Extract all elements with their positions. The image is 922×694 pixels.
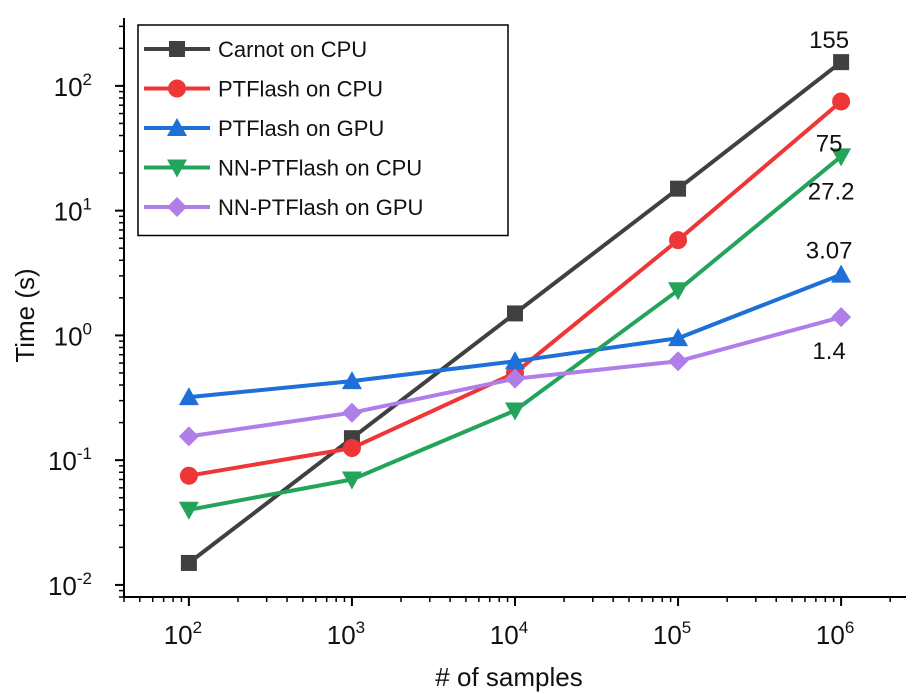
y-tick-label: 101 [54, 195, 92, 227]
data-point [831, 307, 852, 328]
data-point [180, 554, 197, 571]
legend-item: NN-PTFlash on GPU [144, 195, 423, 220]
y-axis-label: Time (s) [10, 268, 40, 362]
x-tick-label: 103 [327, 618, 365, 650]
y-tick-label: 100 [54, 319, 92, 351]
series-3 [178, 148, 852, 520]
data-point [179, 466, 198, 485]
series-4 [178, 307, 852, 447]
data-point [831, 264, 852, 283]
y-tick-label: 102 [54, 70, 92, 102]
data-point [178, 387, 199, 406]
data-point [831, 148, 852, 167]
legend-item: NN-PTFlash on CPU [144, 156, 422, 181]
x-tick-label: 106 [816, 618, 854, 650]
x-tick-label: 105 [653, 618, 691, 650]
series-2 [178, 264, 852, 406]
y-tick-label: 10-1 [48, 444, 92, 476]
x-tick-label: 102 [164, 618, 202, 650]
legend-marker [167, 197, 187, 217]
legend-item: PTFlash on GPU [144, 116, 384, 141]
series-0 [180, 54, 850, 571]
data-point [341, 371, 362, 390]
y-tick-label: 10-2 [48, 569, 92, 601]
data-point [507, 305, 523, 322]
legend-label: NN-PTFlash on GPU [218, 195, 423, 220]
legend-label: PTFlash on GPU [218, 116, 384, 141]
data-label: 1.4 [812, 338, 845, 365]
x-axis-label: # of samples [435, 662, 582, 692]
legend-box [137, 24, 509, 237]
data-point [833, 54, 850, 71]
data-point [178, 501, 199, 520]
series-layer [178, 54, 852, 571]
data-point [178, 426, 199, 447]
y-axis: 10-2 10-1 100 101 102 [48, 25, 124, 601]
legend-marker [168, 79, 186, 98]
data-point [505, 351, 525, 370]
legend-label: Carnot on CPU [218, 37, 367, 62]
data-label: 155 [809, 27, 849, 54]
data-point [669, 231, 688, 250]
legend-label: NN-PTFlash on CPU [218, 156, 422, 181]
data-point [342, 439, 361, 458]
legend-item: Carnot on CPU [144, 37, 367, 62]
data-label: 3.07 [806, 238, 853, 265]
legend: Carnot on CPU PTFlash on CPU PTFlash on GP… [137, 24, 509, 237]
legend-marker [167, 159, 187, 178]
legend-marker [167, 118, 187, 136]
data-point [505, 402, 525, 421]
data-label: 75 [816, 130, 843, 157]
legend-marker [169, 41, 185, 57]
annotation-layer: 155 75 27.2 3.07 1.4 [806, 27, 855, 365]
x-axis: 102 103 104 105 106 [123, 597, 891, 650]
data-label: 27.2 [808, 178, 855, 205]
legend-item: PTFlash on CPU [144, 77, 383, 102]
data-point [341, 402, 362, 423]
data-point [670, 180, 687, 197]
data-point [668, 351, 689, 372]
x-tick-label: 104 [490, 618, 528, 650]
data-point [668, 282, 689, 301]
legend-label: PTFlash on CPU [218, 77, 383, 102]
data-point [505, 368, 525, 389]
data-point [668, 328, 689, 347]
data-point [832, 92, 851, 111]
data-point [341, 471, 362, 490]
